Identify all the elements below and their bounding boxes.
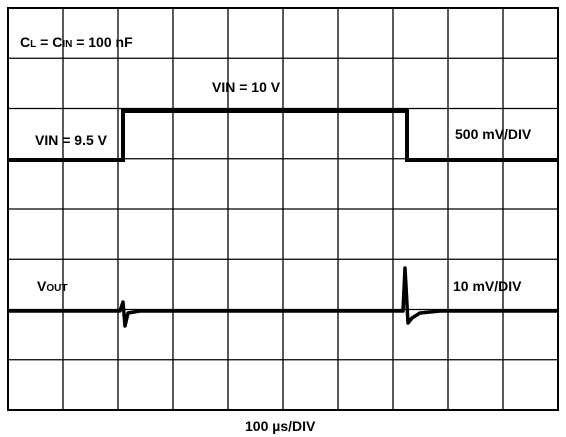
vin-low-label: VIN = 9.5 V [35, 132, 108, 148]
top-scale-label: 500 mV/DIV [455, 126, 532, 142]
vout-trace [8, 266, 558, 328]
time-scale-label: 100 µs/DIV [245, 418, 316, 434]
bottom-scale-label: 10 mV/DIV [453, 278, 522, 294]
vin-high-label: VIN = 10 V [212, 79, 281, 95]
vin-trace [8, 109, 558, 162]
cap-label: CL = CIN = 100 nF [20, 34, 133, 50]
grid [8, 8, 558, 410]
screen-border [7, 7, 559, 411]
vout-label: VOUT [37, 278, 67, 294]
